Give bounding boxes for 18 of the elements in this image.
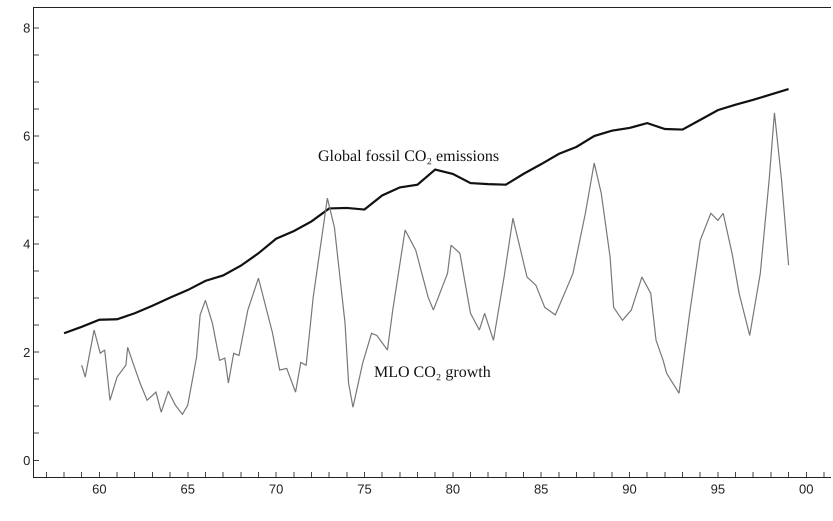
y-tick-label: 6 bbox=[23, 128, 30, 144]
line-series bbox=[62, 88, 790, 334]
y-tick-label: 8 bbox=[23, 20, 30, 36]
x-tick-label: 70 bbox=[268, 482, 284, 497]
x-tick-label: 95 bbox=[710, 482, 726, 497]
x-tick-label: 80 bbox=[446, 482, 460, 497]
x-tick-label: 90 bbox=[622, 482, 637, 497]
x-tick-label: 00 bbox=[799, 482, 814, 497]
series-label: MLO CO₂ growth bbox=[374, 364, 491, 381]
x-tick-label: 75 bbox=[357, 482, 372, 497]
y-tick-label: 2 bbox=[23, 344, 30, 360]
y-tick-label: 0 bbox=[23, 452, 30, 468]
x-tick-label: 85 bbox=[534, 482, 548, 497]
line-series bbox=[81, 112, 790, 415]
series-label: Global fossil CO₂ emissions bbox=[318, 148, 500, 165]
x-tick-label: 60 bbox=[92, 482, 107, 497]
y-tick-label: 4 bbox=[23, 236, 30, 252]
x-tick-label: 65 bbox=[180, 482, 195, 497]
